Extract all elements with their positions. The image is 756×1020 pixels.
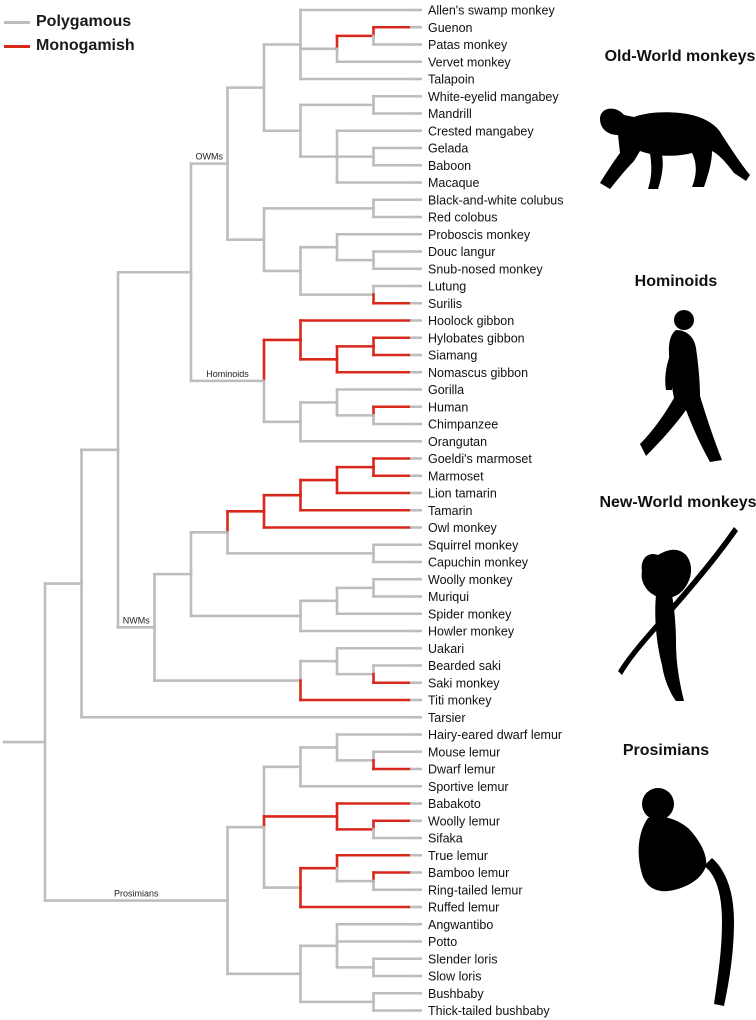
taxon-label: White-eyelid mangabey xyxy=(428,90,559,104)
taxon-label: Bamboo lemur xyxy=(428,866,509,880)
taxon-label: Hoolock gibbon xyxy=(428,314,514,328)
taxon-label: Woolly lemur xyxy=(428,814,500,828)
clade-labels: OWMs Hominoids NWMs Prosimians xyxy=(114,152,249,899)
taxon-label: Muriqui xyxy=(428,590,469,604)
taxon-label: Red colobus xyxy=(428,211,498,225)
taxon-label: Vervet monkey xyxy=(428,55,511,69)
taxon-label: Ruffed lemur xyxy=(428,901,499,915)
monogamish-label: Monogamish xyxy=(36,37,135,54)
taxon-label: Thick-tailed bushbaby xyxy=(428,1004,550,1018)
taxon-label: Surilis xyxy=(428,297,462,311)
taxon-label: Slender loris xyxy=(428,952,497,966)
taxon-label: Howler monkey xyxy=(428,625,515,639)
taxon-label: Ring-tailed lemur xyxy=(428,883,522,897)
tree-edges xyxy=(2,8,422,1012)
taxon-label: Babakoto xyxy=(428,797,481,811)
prosimian-title: Prosimians xyxy=(622,742,710,759)
taxon-label: Guenon xyxy=(428,21,473,35)
taxon-label: Capuchin monkey xyxy=(428,556,529,570)
taxon-label: Bearded saki xyxy=(428,659,501,673)
taxon-label: Crested mangabey xyxy=(428,124,534,138)
taxon-label: Uakari xyxy=(428,642,464,656)
taxon-label: Sportive lemur xyxy=(428,780,509,794)
lemur-silhouette-icon xyxy=(638,788,734,1006)
clade-label-nwms: NWMs xyxy=(123,615,150,625)
clade-label-hominoids: Hominoids xyxy=(206,369,249,379)
taxon-label: Owl monkey xyxy=(428,521,498,535)
nwm-title: New-World monkeys xyxy=(599,494,756,511)
taxon-label: Tamarin xyxy=(428,504,473,518)
owm-title: Old-World monkeys xyxy=(604,48,756,65)
taxon-label: Saki monkey xyxy=(428,676,500,690)
taxon-label: Mouse lemur xyxy=(428,745,500,759)
taxon-label: Tarsier xyxy=(428,711,466,725)
monogamish-swatch xyxy=(4,44,30,48)
clade-label-prosimians: Prosimians xyxy=(114,889,159,899)
taxon-label: Snub-nosed monkey xyxy=(428,262,543,276)
human-silhouette-icon xyxy=(640,310,722,462)
taxon-label: Mandrill xyxy=(428,107,472,121)
taxon-label: Marmoset xyxy=(428,469,484,483)
taxon-label: Siamang xyxy=(428,349,477,363)
tamarin-silhouette-icon xyxy=(618,527,738,701)
taxon-label: Gelada xyxy=(428,142,468,156)
taxon-label: Gorilla xyxy=(428,383,464,397)
taxon-label: Spider monkey xyxy=(428,607,512,621)
taxon-label: Angwantibo xyxy=(428,918,493,932)
taxon-label: Lion tamarin xyxy=(428,487,497,501)
taxon-label: Hairy-eared dwarf lemur xyxy=(428,728,562,742)
taxon-label: Goeldi's marmoset xyxy=(428,452,532,466)
polygamous-label: Polygamous xyxy=(36,13,132,30)
taxon-label: Allen's swamp monkey xyxy=(428,4,555,18)
taxon-label: Orangutan xyxy=(428,435,487,449)
tip-labels: Allen's swamp monkey Guenon Patas monkey Ve… xyxy=(428,4,564,1019)
taxon-label: Proboscis monkey xyxy=(428,228,531,242)
legend-item-monogamish: Monogamish xyxy=(4,34,135,58)
clade-label-owms: OWMs xyxy=(196,152,224,162)
taxon-label: Squirrel monkey xyxy=(428,538,519,552)
taxon-label: Lutung xyxy=(428,280,466,294)
taxon-label: Nomascus gibbon xyxy=(428,366,528,380)
taxon-label: Woolly monkey xyxy=(428,573,513,587)
taxon-label: Human xyxy=(428,400,468,414)
taxon-label: Macaque xyxy=(428,176,479,190)
taxon-label: Baboon xyxy=(428,159,471,173)
taxon-label: Douc langur xyxy=(428,245,495,259)
legend-item-polygamous: Polygamous xyxy=(4,10,135,34)
legend: Polygamous Monogamish xyxy=(4,10,135,58)
taxon-label: Hylobates gibbon xyxy=(428,331,525,345)
hominoid-title: Hominoids xyxy=(634,273,718,290)
taxon-label: Sifaka xyxy=(428,832,463,846)
taxon-label: Chimpanzee xyxy=(428,418,498,432)
taxon-label: Potto xyxy=(428,935,457,949)
taxon-label: Black-and-white colubus xyxy=(428,193,564,207)
taxon-label: Slow loris xyxy=(428,970,482,984)
taxon-label: True lemur xyxy=(428,849,488,863)
baboon-silhouette-icon xyxy=(600,108,750,189)
taxon-label: Talapoin xyxy=(428,73,475,87)
taxon-label: Patas monkey xyxy=(428,38,508,52)
polygamous-swatch xyxy=(4,20,30,24)
taxon-label: Dwarf lemur xyxy=(428,763,495,777)
taxon-label: Bushbaby xyxy=(428,987,484,1001)
taxon-label: Titi monkey xyxy=(428,694,492,708)
